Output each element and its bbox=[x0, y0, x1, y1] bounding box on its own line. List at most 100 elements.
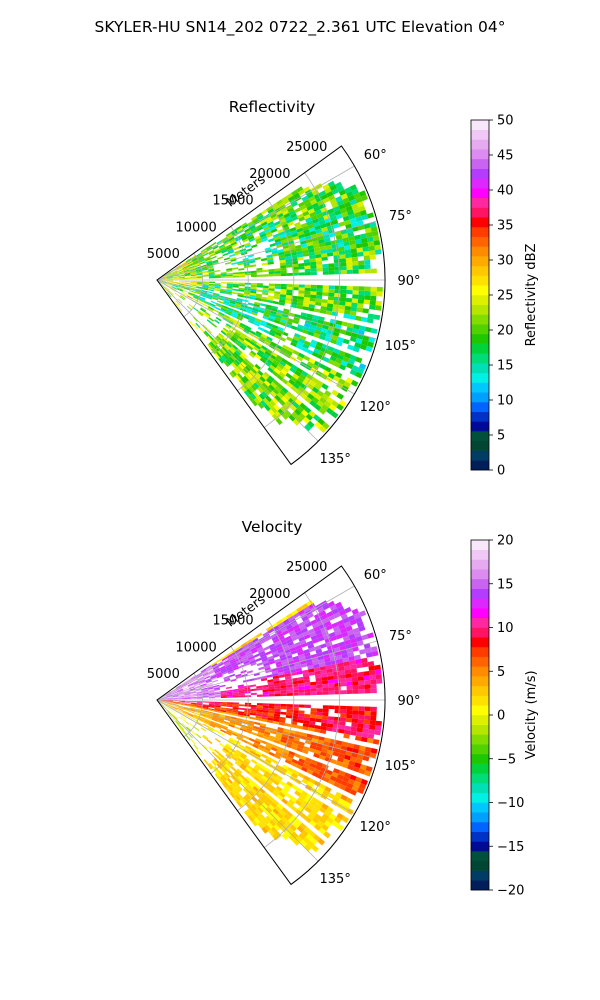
data-cell bbox=[257, 326, 265, 332]
data-cell bbox=[239, 345, 246, 351]
data-cell bbox=[244, 365, 251, 372]
data-cell bbox=[326, 816, 334, 824]
data-cell bbox=[184, 283, 191, 285]
azimuth-tick-label: 135° bbox=[320, 872, 351, 887]
data-cell bbox=[177, 270, 184, 273]
data-cell bbox=[346, 689, 353, 694]
data-cell bbox=[256, 685, 263, 689]
data-cell bbox=[260, 677, 268, 682]
data-cell bbox=[160, 281, 167, 284]
data-cell bbox=[335, 654, 343, 660]
data-cell bbox=[221, 775, 228, 781]
colorbar-segment bbox=[471, 695, 489, 706]
data-cell bbox=[190, 270, 196, 273]
data-cell bbox=[263, 773, 270, 779]
data-cell bbox=[316, 632, 324, 639]
data-cell bbox=[190, 286, 197, 288]
data-cell bbox=[299, 204, 307, 211]
data-cell bbox=[180, 261, 186, 266]
data-cell bbox=[220, 276, 227, 278]
colorbar-tick-label: −20 bbox=[497, 884, 524, 899]
azimuth-spoke bbox=[156, 279, 355, 395]
data-cell bbox=[183, 287, 190, 291]
data-cell bbox=[160, 276, 167, 279]
data-cell bbox=[351, 252, 358, 258]
data-cell bbox=[274, 693, 281, 697]
data-cell bbox=[171, 270, 178, 274]
data-cell bbox=[302, 249, 309, 254]
data-cell bbox=[202, 734, 209, 740]
data-cell bbox=[215, 336, 221, 343]
data-cell bbox=[166, 694, 172, 697]
data-cell bbox=[316, 390, 325, 397]
data-cell bbox=[259, 725, 266, 729]
data-cell bbox=[340, 705, 347, 710]
data-cell bbox=[226, 286, 233, 289]
data-cell bbox=[245, 649, 252, 655]
data-cell bbox=[287, 627, 295, 633]
data-cell bbox=[172, 277, 179, 279]
data-cell bbox=[266, 756, 273, 762]
data-cell bbox=[295, 809, 303, 816]
data-cell bbox=[207, 686, 214, 689]
data-cell bbox=[292, 692, 299, 696]
data-cell bbox=[178, 695, 185, 697]
data-cell bbox=[235, 374, 241, 381]
data-cell bbox=[273, 739, 281, 744]
data-cell bbox=[185, 678, 192, 683]
data-cell bbox=[231, 790, 237, 797]
data-cell bbox=[237, 294, 244, 298]
data-cell bbox=[274, 334, 281, 340]
data-cell bbox=[316, 820, 324, 828]
data-cell bbox=[315, 718, 322, 723]
data-cell bbox=[321, 393, 329, 401]
data-cell bbox=[301, 329, 309, 335]
data-cell bbox=[237, 714, 244, 718]
data-cell bbox=[255, 318, 262, 323]
data-cell bbox=[263, 733, 270, 738]
colorbar-tick-label: 20 bbox=[497, 534, 514, 549]
data-cell bbox=[256, 212, 263, 218]
data-cell bbox=[299, 383, 307, 390]
data-cell bbox=[286, 336, 293, 342]
data-cell bbox=[227, 349, 234, 355]
data-cell bbox=[198, 677, 205, 681]
data-cell bbox=[178, 273, 185, 276]
data-cell bbox=[252, 727, 259, 732]
data-cell bbox=[161, 280, 167, 282]
data-cell bbox=[328, 631, 336, 638]
data-cell bbox=[356, 247, 364, 253]
data-cell bbox=[291, 718, 298, 723]
data-cell bbox=[310, 271, 317, 276]
data-cell bbox=[309, 230, 317, 236]
data-cell bbox=[317, 636, 325, 642]
data-cell bbox=[272, 370, 279, 377]
data-cell bbox=[276, 774, 283, 781]
data-cell bbox=[318, 219, 326, 226]
data-cell bbox=[268, 271, 275, 275]
data-cell bbox=[326, 723, 334, 728]
data-cell bbox=[171, 286, 178, 290]
data-cell bbox=[182, 710, 189, 714]
data-cell bbox=[214, 249, 221, 254]
data-cell bbox=[166, 281, 173, 283]
data-cell bbox=[265, 636, 272, 642]
data-cell bbox=[302, 306, 309, 311]
data-cell bbox=[255, 738, 262, 743]
data-cell bbox=[289, 729, 296, 734]
data-cell bbox=[310, 688, 317, 692]
data-cell bbox=[225, 359, 232, 366]
data-cell bbox=[327, 719, 334, 725]
data-cell bbox=[265, 815, 272, 823]
data-cell bbox=[260, 820, 267, 827]
data-cell bbox=[287, 221, 294, 227]
data-cell bbox=[255, 353, 262, 360]
data-cell bbox=[216, 771, 222, 778]
data-cell bbox=[182, 291, 188, 295]
data-cell bbox=[279, 719, 286, 723]
data-cell bbox=[229, 347, 235, 354]
data-cell bbox=[225, 712, 232, 715]
data-cell bbox=[172, 714, 178, 720]
data-cell bbox=[205, 258, 212, 262]
data-cell bbox=[288, 210, 296, 216]
